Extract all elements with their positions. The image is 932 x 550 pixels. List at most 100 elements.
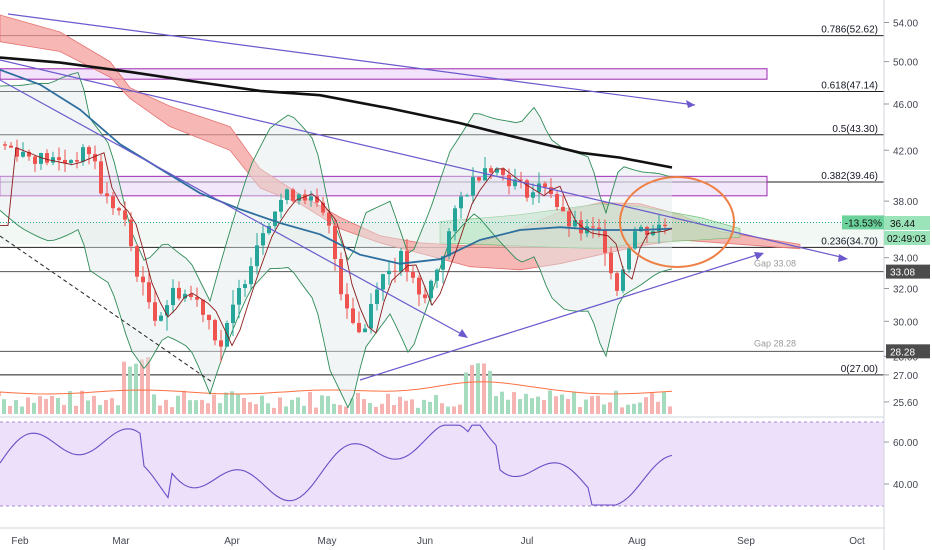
volume-bar (332, 403, 336, 414)
volume-bar (386, 393, 390, 414)
candle (219, 329, 223, 363)
volume-bar (500, 391, 504, 414)
candle-body (45, 153, 49, 163)
price-tick-label: 46.00 (893, 100, 918, 111)
volume-bar (236, 394, 240, 414)
candle (273, 210, 277, 230)
candle-body (567, 211, 571, 227)
candle-body (537, 183, 541, 193)
candle-body (249, 266, 253, 285)
candle (519, 171, 523, 189)
candle (27, 149, 31, 161)
volume-bar (152, 394, 156, 414)
candle (489, 165, 493, 180)
volume-bar (650, 393, 654, 414)
volume-bar (188, 400, 192, 414)
candle-body (315, 196, 319, 203)
ichimoku-cloud (0, 14, 801, 271)
candle (555, 191, 559, 211)
candle (99, 154, 103, 195)
time-label: Oct (849, 536, 865, 547)
volume-bar (272, 407, 276, 414)
volume-bar (224, 392, 228, 414)
candle (135, 244, 139, 282)
candle-body (525, 180, 529, 198)
volume-bar (164, 399, 168, 414)
candle-body (507, 174, 511, 187)
time-axis: Feb Mar Apr May Jun Jul Aug Sep Oct (0, 527, 884, 547)
candle-body (405, 250, 409, 272)
volume-bar (110, 398, 114, 414)
rsi-line (0, 424, 673, 506)
volume-bar (314, 407, 318, 414)
volume-bar (656, 401, 660, 414)
candle-body (375, 289, 379, 304)
candle (57, 147, 61, 171)
candle-body (231, 304, 235, 324)
candle (213, 318, 217, 346)
candle (81, 144, 85, 166)
volume-bar (230, 391, 234, 414)
volume-bars (0, 357, 673, 414)
time-label: Jun (417, 536, 433, 547)
trendlines (0, 13, 884, 383)
candle-body (51, 157, 55, 163)
volume-ma (0, 381, 673, 396)
candle-body (165, 305, 169, 316)
volume-bar (524, 393, 528, 414)
volume-bar (254, 404, 258, 414)
candle (237, 279, 241, 319)
candle (231, 290, 235, 337)
candle-body (597, 227, 601, 230)
volume-bar (362, 399, 366, 414)
candle-body (21, 151, 25, 157)
candle (561, 195, 565, 212)
volume-bar (482, 363, 486, 414)
price-tick-label: 42.00 (893, 146, 918, 157)
candle (201, 299, 205, 323)
candle-body (75, 160, 79, 162)
candle-body (615, 273, 619, 291)
volume-bar (626, 404, 630, 414)
candle (471, 167, 475, 204)
candle-body (147, 282, 151, 303)
candle-body (501, 168, 505, 175)
fib-level-label: 0.5(43.30) (832, 124, 878, 135)
candle (537, 172, 541, 203)
candle (411, 266, 415, 284)
volume-bar (2, 399, 6, 414)
price-tick-label: 32.00 (893, 285, 918, 296)
candle-body (129, 219, 133, 247)
volume-bar (392, 405, 396, 414)
volume-bar (338, 404, 342, 414)
highlight-circle (619, 176, 735, 268)
candle (159, 311, 163, 322)
candle (459, 191, 463, 219)
candle (207, 314, 211, 330)
price-tick-label: 34.00 (893, 254, 918, 265)
candle-body (33, 156, 37, 164)
fib-level-label: 0.618(47.14) (821, 81, 878, 92)
volume-bar (554, 396, 558, 414)
candle-body (453, 208, 457, 232)
candle-body (543, 183, 547, 188)
volume-bar (308, 391, 312, 414)
gap-price-badge (886, 264, 930, 279)
candle (45, 149, 49, 166)
fib-level-label: 0(27.00) (841, 364, 878, 375)
trendline-support (359, 253, 761, 381)
candle (423, 285, 427, 304)
volume-bar (404, 400, 408, 414)
candlesticks (3, 139, 667, 363)
candle (429, 279, 433, 305)
candle (627, 246, 631, 274)
time-label: Aug (628, 536, 646, 547)
candle-body (363, 328, 367, 333)
candle-body (87, 147, 91, 155)
candle-body (633, 231, 637, 249)
candle (9, 142, 13, 148)
candle-body (81, 147, 85, 162)
candle-body (195, 297, 199, 300)
cloud-green (439, 203, 741, 250)
